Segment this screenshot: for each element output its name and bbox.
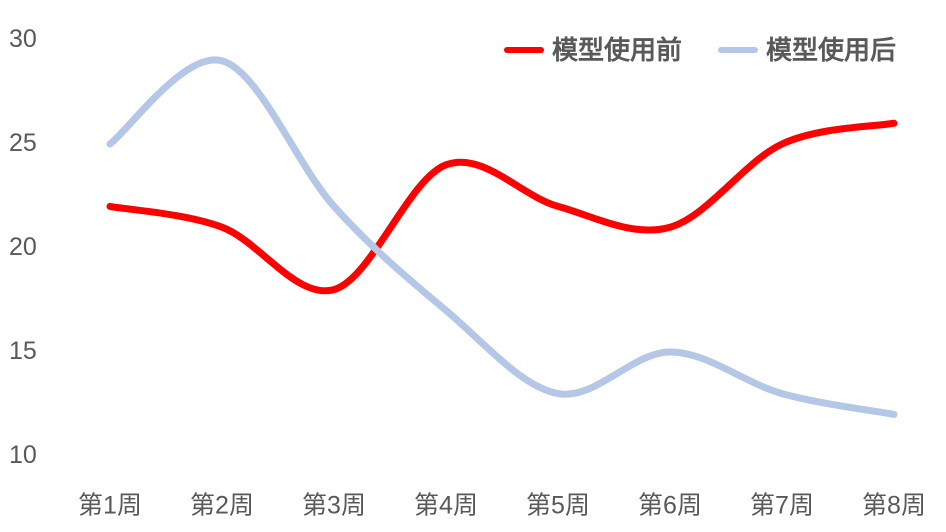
legend-item-before-model[interactable]: 模型使用前 [504,37,682,63]
y-axis-tick-20: 20 [9,233,37,261]
x-axis-tick-week5: 第5周 [526,491,590,520]
x-axis-tick-week1: 第1周 [78,491,142,520]
x-axis-tick-week7: 第7周 [750,491,814,520]
y-axis-tick-10: 10 [9,441,37,469]
y-axis-tick-30: 30 [9,25,37,53]
x-axis-tick-week8: 第8周 [862,491,926,520]
legend-line-swatch-red [504,47,544,53]
x-axis-tick-week6: 第6周 [638,491,702,520]
y-axis-tick-15: 15 [9,337,37,365]
legend-item-after-model[interactable]: 模型使用后 [718,37,896,63]
legend-label-after-model: 模型使用后 [766,35,897,65]
y-axis-tick-25: 25 [9,129,37,157]
x-axis-tick-week4: 第4周 [414,491,478,520]
x-axis-tick-week3: 第3周 [302,491,366,520]
x-axis-tick-week2: 第2周 [190,491,254,520]
legend-line-swatch-blue [718,47,759,53]
chart-legend: 模型使用前 模型使用后 [504,35,896,65]
series-line-before-model [106,119,898,295]
legend-label-before-model: 模型使用前 [552,35,683,65]
series-line-after-model [106,56,898,418]
